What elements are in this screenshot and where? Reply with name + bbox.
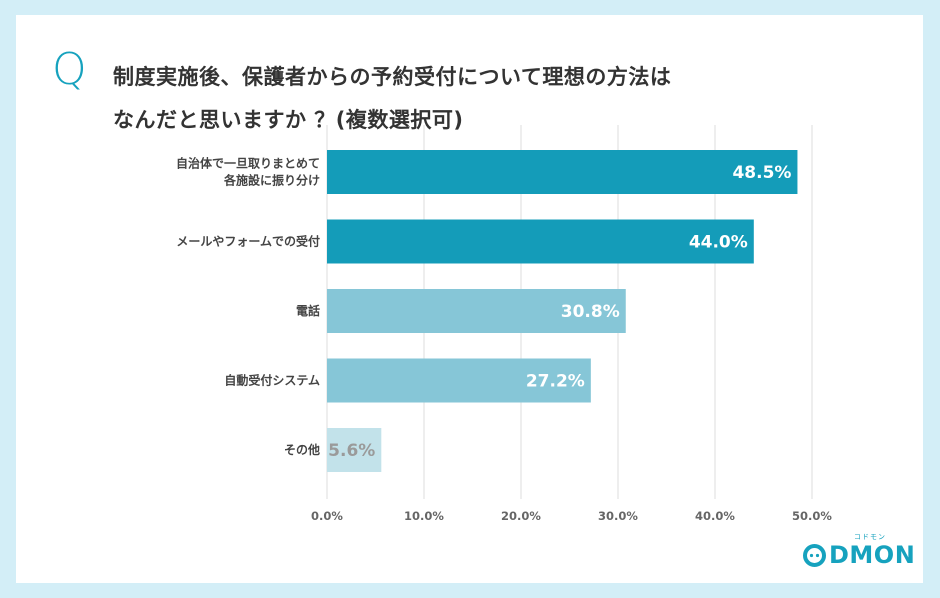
brand-logo-text: DMON [829,541,916,569]
x-tick-label: 30.0% [598,509,638,523]
bar-value-label: 48.5% [732,163,791,183]
category-label: 自治体で一旦取りまとめて [176,156,320,171]
bar [327,289,626,333]
bar-value-label: 27.2% [526,372,585,392]
chart-card: Q 制度実施後、保護者からの予約受付について理想の方法は なんだと思いますか ？… [16,15,923,583]
question-title-line-2: なんだと思いますか ？(複数選択可) [113,108,464,132]
category-label: 自動受付システム [224,373,320,388]
question-mark-icon: Q [52,44,87,95]
x-tick-label: 50.0% [792,509,832,523]
category-label: 電話 [296,303,320,318]
logo-face-icon [803,544,826,567]
brand-logo: DMON [802,541,915,569]
bar-chart: 0.0% 10.0% 20.0% 30.0% 40.0% 50.0% 48.5% 自治体で一旦… [176,125,832,523]
category-label: メールやフォームでの受付 [176,234,320,249]
bar-value-label: 5.6% [328,441,375,461]
bar [327,358,591,403]
brand-logo-subtext: コドモン [854,533,886,541]
bar [327,219,754,264]
x-tick-label: 10.0% [404,509,444,523]
x-tick-label: 40.0% [695,509,735,523]
x-tick-label: 20.0% [501,509,541,523]
category-label: 各施設に振り分け [223,173,320,188]
x-tick-label: 0.0% [311,509,343,523]
bar-value-label: 44.0% [689,233,748,253]
category-label: その他 [284,442,320,457]
question-title-line-1: 制度実施後、保護者からの予約受付について理想の方法は [113,65,672,89]
bar-value-label: 30.8% [561,302,620,322]
bar [327,428,382,472]
bar [327,150,798,194]
